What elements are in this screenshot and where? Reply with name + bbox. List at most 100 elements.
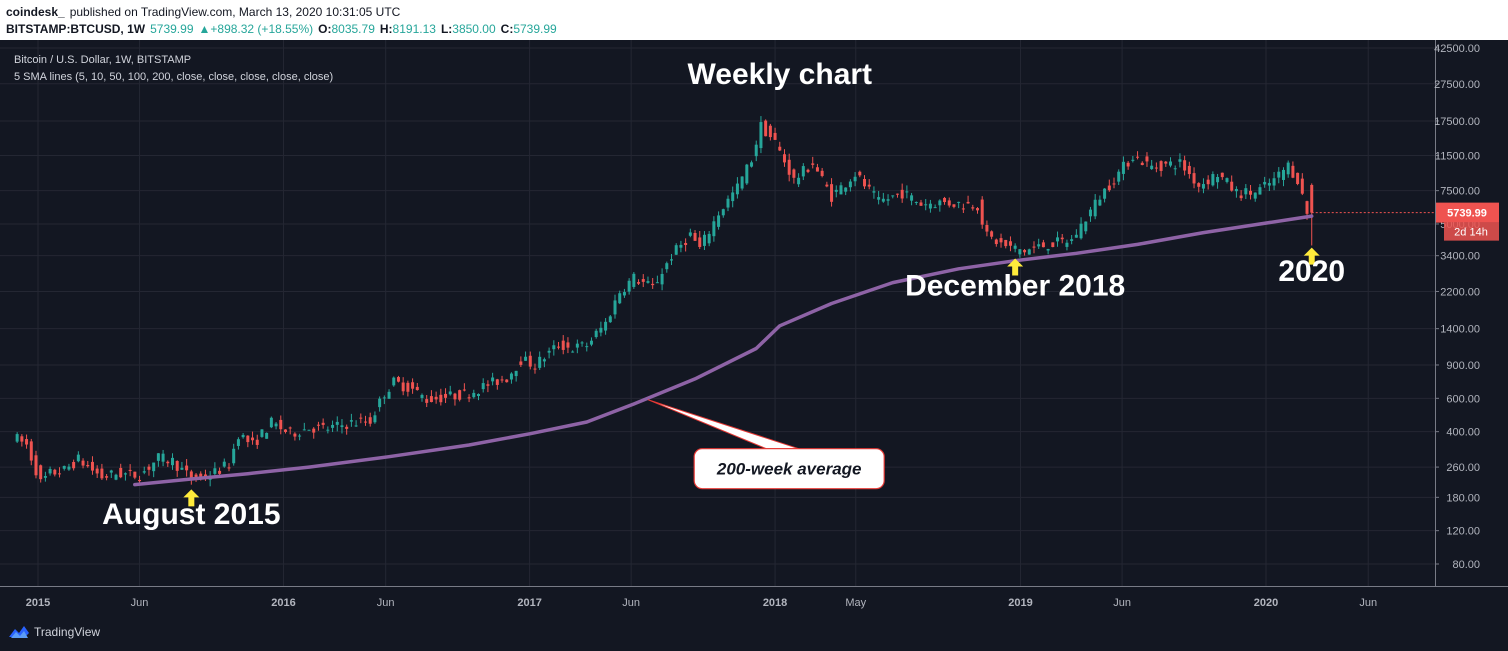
candle-body [312, 428, 316, 433]
candle-body [156, 453, 160, 461]
candle-body [298, 435, 302, 437]
x-tick-label: 2020 [1254, 597, 1278, 609]
candle-body [538, 356, 542, 368]
candle-body [815, 167, 819, 172]
callout-text: 200-week average [716, 460, 862, 479]
indicator-legend[interactable]: 5 SMA lines (5, 10, 50, 100, 200, close,… [14, 71, 334, 83]
candle-body [251, 437, 255, 441]
candle-body [1296, 172, 1300, 184]
candle-body [1206, 179, 1210, 185]
candle-body [331, 424, 335, 428]
current-price-value: 5739.99 [1447, 208, 1487, 220]
candle-body [863, 179, 867, 187]
candle-body [919, 202, 923, 206]
candle-body [180, 467, 184, 470]
candle-body [123, 473, 127, 475]
candle-body [378, 398, 382, 408]
candle-body [660, 273, 664, 285]
candle-body [1239, 195, 1243, 199]
candle-body [910, 195, 914, 201]
close-value: 5739.99 [513, 22, 557, 36]
candle-body [495, 379, 499, 385]
x-tick-label: Jun [1359, 597, 1377, 609]
x-tick-label: Jun [377, 597, 395, 609]
candle-body [109, 470, 113, 473]
candle-body [1084, 221, 1088, 232]
candle-body [943, 197, 947, 203]
candle-body [957, 201, 961, 203]
candle-body [307, 429, 311, 431]
candle-body [754, 144, 758, 157]
close-label: C: [500, 22, 514, 36]
candle-body [20, 436, 24, 442]
candle-body [1088, 209, 1092, 217]
tradingview-brand[interactable]: TradingView [34, 625, 101, 639]
candle-body [575, 343, 579, 348]
candle-body [425, 399, 429, 403]
candle-body [717, 215, 721, 227]
candle-body [867, 184, 871, 187]
y-tick-label: 27500.00 [1434, 79, 1480, 91]
y-tick-label: 3400.00 [1440, 251, 1480, 263]
candle-body [848, 181, 852, 188]
symbol-label: BITSTAMP:BTCUSD, 1W [6, 22, 146, 36]
candle-body [589, 340, 593, 345]
candle-body [467, 397, 471, 399]
candle-body [43, 476, 47, 478]
candle-body [222, 461, 226, 467]
y-tick-label: 2200.00 [1440, 286, 1480, 298]
candle-body [147, 466, 151, 470]
candle-body [764, 120, 768, 137]
candle-body [53, 469, 57, 475]
candle-body [90, 461, 94, 471]
candle-body [622, 292, 626, 296]
y-tick-label: 180.00 [1446, 492, 1480, 504]
candle-body [514, 370, 518, 377]
candle-body [1046, 249, 1050, 251]
candle-body [401, 382, 405, 392]
open-value: 8035.79 [331, 22, 375, 36]
candle-body [354, 425, 358, 427]
candle-body [189, 471, 193, 480]
instrument-legend[interactable]: Bitcoin / U.S. Dollar, 1W, BITSTAMP [14, 54, 192, 66]
candle-body [688, 232, 692, 236]
candle-body [1103, 188, 1107, 199]
candle-body [25, 439, 29, 445]
candle-body [1056, 237, 1060, 242]
candle-body [434, 396, 438, 400]
x-tick-label: Jun [622, 597, 640, 609]
candle-body [542, 359, 546, 362]
candle-body [255, 439, 259, 445]
price-chart[interactable]: 42500.00 27500.00 17500.00 11500.00 7500.00 5… [0, 40, 1508, 614]
candle-body [853, 176, 857, 182]
candle-body [1234, 188, 1238, 192]
candle-body [881, 198, 885, 202]
candle-body [491, 377, 495, 382]
candle-body [886, 199, 890, 201]
candle-body [1154, 167, 1158, 169]
candle-body [933, 207, 937, 209]
candle-body [453, 393, 457, 400]
candle-body [1258, 187, 1262, 195]
tradingview-logo-icon[interactable] [8, 624, 30, 640]
candle-body [585, 346, 589, 348]
candle-body [138, 479, 142, 482]
candle-body [1272, 178, 1276, 186]
candle-body [505, 379, 509, 383]
publisher-name[interactable]: coindesk_ [6, 5, 65, 19]
candle-body [712, 221, 716, 237]
y-tick-label: 120.00 [1446, 526, 1480, 538]
candle-body [326, 429, 330, 431]
candle-body [924, 204, 928, 206]
candle-body [1098, 199, 1102, 206]
candle-body [1060, 237, 1064, 240]
candle-body [481, 383, 485, 390]
candle-body [1037, 244, 1041, 247]
candle-body [340, 425, 344, 428]
candle-body [618, 293, 622, 304]
candle-body [637, 282, 641, 284]
candle-body [48, 468, 52, 474]
candle-body [787, 159, 791, 175]
x-tick-label: 2015 [26, 597, 50, 609]
candle-body [655, 282, 659, 284]
